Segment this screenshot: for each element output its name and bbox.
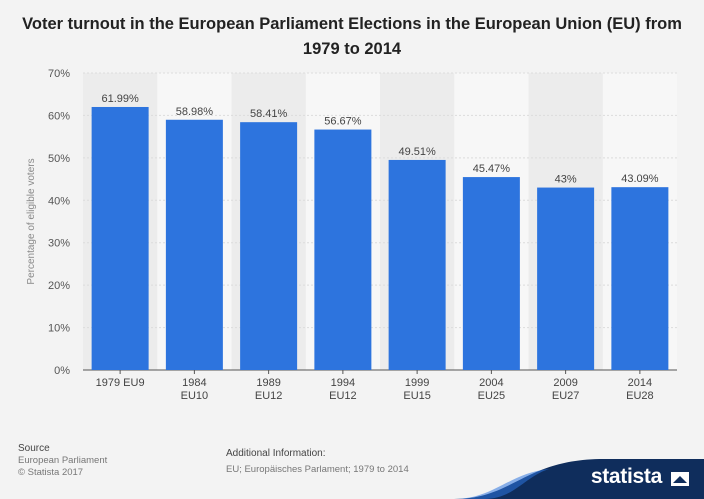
source-block: Source European Parliament © Statista 20… <box>18 443 107 479</box>
x-tick-label: EU28 <box>626 390 654 402</box>
bar-chart: 0% 10% 20% 30% 40% 50% 60% 70% Percentage of eli… <box>26 68 677 402</box>
x-tick-label: 2014 <box>628 377 652 389</box>
y-axis-label: Percentage of eligible voters <box>26 158 37 284</box>
chart-title: Voter turnout in the European Parliament… <box>22 15 682 58</box>
additional-info-block: Additional Information: EU; Europäisches… <box>226 446 409 478</box>
y-tick-label: 10% <box>48 323 70 335</box>
bar <box>388 159 446 370</box>
additional-info-text: EU; Europäisches Parlament; 1979 to 2014 <box>226 464 409 475</box>
x-tick-label: EU10 <box>181 390 209 402</box>
y-tick-label: 70% <box>48 68 70 80</box>
bar <box>314 129 372 370</box>
bar-value-label: 49.51% <box>398 146 436 158</box>
bar <box>611 187 669 370</box>
bar-value-label: 61.99% <box>101 93 139 105</box>
x-tick-label: 1984 <box>182 377 206 389</box>
x-tick-label: EU27 <box>552 390 580 402</box>
x-tick-label: EU15 <box>403 390 431 402</box>
bar-value-label: 58.41% <box>250 108 288 120</box>
bar <box>537 187 595 370</box>
x-tick-label: 2004 <box>479 377 503 389</box>
x-tick-label: 1979 EU9 <box>96 377 145 389</box>
x-tick-label: EU12 <box>329 390 357 402</box>
x-tick-label: 1994 <box>331 377 355 389</box>
x-tick-label: EU25 <box>478 390 506 402</box>
bar <box>91 106 149 370</box>
source-header: Source <box>18 443 50 454</box>
bar <box>165 119 223 370</box>
brand-background <box>454 459 704 499</box>
brand-name: statista <box>590 465 662 488</box>
bar-value-label: 56.67% <box>324 116 362 128</box>
y-tick-label: 40% <box>48 195 70 207</box>
y-tick-label: 20% <box>48 280 70 292</box>
bar <box>240 122 298 370</box>
source-line: European Parliament <box>18 455 108 466</box>
bar <box>462 177 520 370</box>
bar-value-label: 58.98% <box>176 106 214 118</box>
copyright-line: © Statista 2017 <box>18 467 84 478</box>
additional-info-header: Additional Information: <box>226 448 326 459</box>
y-tick-label: 0% <box>54 365 70 377</box>
y-tick-label: 50% <box>48 153 70 165</box>
x-tick-label: 2009 <box>553 377 577 389</box>
x-tick-label: 1999 <box>405 377 429 389</box>
x-tick-label: EU12 <box>255 390 283 402</box>
y-tick-label: 30% <box>48 238 70 250</box>
bar-value-label: 43% <box>555 174 577 186</box>
statista-logo-icon <box>671 472 689 486</box>
statista-brand[interactable]: statista <box>454 459 704 499</box>
bar-value-label: 43.09% <box>621 173 659 185</box>
y-tick-label: 60% <box>48 110 70 122</box>
x-tick-label: 1989 <box>256 377 280 389</box>
bar-value-label: 45.47% <box>473 163 511 175</box>
